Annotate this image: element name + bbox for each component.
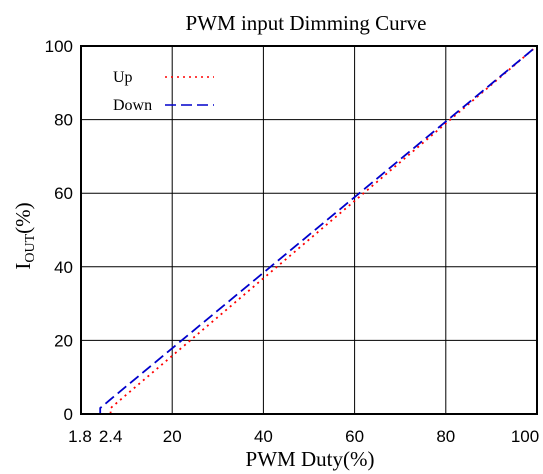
legend-label-down: Down: [113, 97, 152, 114]
grid-lines: [81, 46, 537, 414]
x-tick-label: 100: [511, 427, 539, 446]
x-tick-label: 40: [254, 427, 273, 446]
x-tick-label: 1.8: [68, 427, 92, 446]
y-tick-label: 60: [54, 184, 73, 203]
x-tick-label: 60: [345, 427, 364, 446]
y-tick-label: 20: [54, 331, 73, 350]
y-axis-label-suffix: (%): [11, 202, 35, 233]
y-tick-label: 0: [64, 405, 73, 424]
y-axis-label: IOUT(%): [11, 202, 38, 269]
legend: Up Down: [113, 69, 214, 114]
x-tick-labels: 1.8 2.4 20 40 60 80 100: [68, 427, 539, 446]
y-tick-label: 80: [54, 111, 73, 130]
chart-title: PWM input Dimming Curve: [186, 11, 427, 35]
y-axis-label-main: I: [11, 263, 35, 270]
series-line-down: [81, 45, 538, 415]
legend-label-up: Up: [113, 69, 133, 86]
y-axis-label-sub: OUT: [23, 233, 38, 262]
series-lines: [81, 45, 538, 415]
x-axis-label: PWM Duty(%): [246, 447, 375, 471]
y-tick-label: 40: [54, 258, 73, 277]
x-tick-label: 20: [163, 427, 182, 446]
plot-frame: [80, 45, 538, 415]
x-tick-label: 80: [436, 427, 455, 446]
y-tick-label: 100: [45, 37, 73, 56]
x-tick-label: 2.4: [99, 427, 123, 446]
y-tick-labels: 0 20 40 60 80 100: [45, 37, 73, 424]
